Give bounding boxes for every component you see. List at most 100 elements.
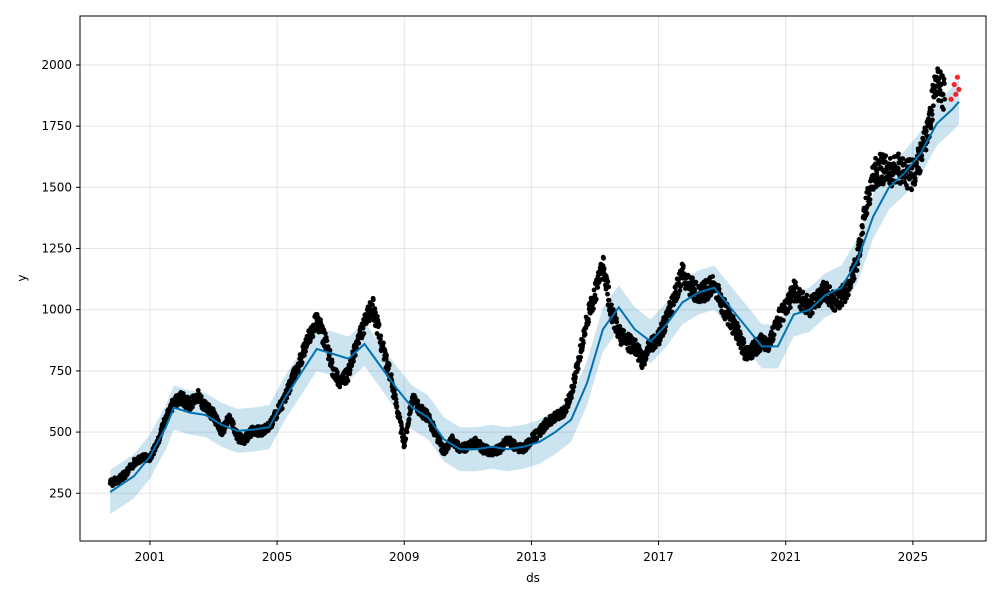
- observed-point: [563, 408, 569, 414]
- observed-point: [601, 265, 607, 271]
- observed-point: [867, 197, 873, 203]
- y-tick-label: 2000: [41, 58, 72, 72]
- observed-point: [372, 306, 378, 312]
- x-tick-label: 2025: [898, 550, 929, 564]
- observed-point: [793, 280, 798, 285]
- observed-point: [860, 230, 866, 236]
- observed-point: [766, 346, 772, 352]
- observed-point: [929, 112, 935, 117]
- observed-point: [580, 340, 586, 346]
- observed-point: [592, 292, 598, 298]
- observed-point: [677, 288, 683, 293]
- observed-point: [329, 359, 335, 365]
- observed-point: [572, 379, 578, 385]
- y-tick-label: 1750: [41, 119, 72, 133]
- observed-point: [381, 340, 386, 346]
- observed-point: [337, 384, 343, 390]
- observed-point: [351, 358, 356, 364]
- forecast-points: [948, 74, 962, 102]
- observed-point: [406, 416, 412, 422]
- observed-point: [345, 378, 351, 384]
- uncertainty-band-area: [110, 79, 959, 515]
- x-axis-ticks: 2001 2005 2009 2013 2017 2021 2025: [135, 541, 928, 564]
- observed-point: [923, 147, 929, 153]
- y-tick-label: 1250: [41, 242, 72, 256]
- observed-point: [887, 155, 893, 161]
- forecast-point: [948, 96, 954, 102]
- x-tick-label: 2001: [135, 550, 166, 564]
- y-axis-title: y: [15, 274, 29, 281]
- observed-point: [693, 279, 699, 285]
- observed-point: [917, 168, 923, 174]
- plot-frame: [79, 15, 987, 542]
- y-tick-label: 250: [49, 486, 72, 500]
- observed-point: [408, 407, 414, 413]
- observed-point: [570, 388, 576, 394]
- observed-point: [230, 421, 236, 427]
- trend-line-path: [109, 101, 960, 493]
- observed-point: [621, 328, 627, 334]
- observed-point: [692, 287, 698, 293]
- observed-point: [301, 352, 307, 358]
- observed-point: [710, 274, 716, 279]
- observed-point: [895, 166, 901, 172]
- observed-point: [642, 361, 647, 367]
- observed-point: [671, 302, 676, 308]
- x-tick-label: 2009: [389, 550, 420, 564]
- observed-point: [296, 368, 301, 373]
- observed-point: [937, 87, 943, 93]
- y-axis-ticks: 250 500 750 1000 1250 1500 1750 2000: [41, 58, 80, 500]
- observed-point: [393, 396, 399, 402]
- observed-point: [392, 392, 398, 398]
- observed-point: [930, 103, 936, 109]
- observed-point: [402, 443, 407, 449]
- observed-point: [404, 429, 410, 435]
- observed-point: [662, 328, 668, 333]
- observed-point: [537, 433, 543, 438]
- y-tick-label: 500: [49, 425, 72, 439]
- observed-point: [595, 285, 601, 290]
- y-tick-label: 1500: [41, 180, 72, 194]
- observed-point: [643, 356, 649, 362]
- observed-point: [578, 354, 584, 360]
- observed-point: [883, 153, 889, 159]
- observed-point: [279, 406, 285, 411]
- observed-point: [941, 76, 947, 82]
- observed-point: [930, 117, 935, 123]
- observed-point: [741, 340, 747, 345]
- observed-point: [571, 384, 577, 390]
- observed-point: [370, 297, 376, 303]
- observed-point: [591, 306, 596, 312]
- observed-point: [680, 263, 686, 269]
- y-tick-label: 750: [49, 364, 72, 378]
- observed-point: [534, 435, 540, 441]
- observed-point: [929, 108, 934, 113]
- observed-point: [569, 395, 574, 401]
- observed-point: [632, 337, 638, 343]
- observed-point: [824, 280, 830, 286]
- observed-point: [851, 276, 857, 281]
- observed-point: [198, 394, 204, 399]
- observed-point: [609, 302, 614, 308]
- observed-point: [399, 426, 405, 432]
- observed-point: [376, 322, 382, 328]
- observed-point: [678, 283, 683, 289]
- forecast-point: [953, 91, 959, 97]
- observed-point: [941, 106, 946, 112]
- observed-point: [860, 224, 865, 230]
- observed-point: [374, 331, 380, 336]
- observed-point: [771, 332, 777, 338]
- observed-point: [361, 331, 367, 336]
- observed-point: [614, 319, 620, 325]
- observed-point: [386, 362, 392, 368]
- observed-point: [901, 161, 907, 167]
- observed-point: [896, 151, 901, 157]
- observed-point: [593, 297, 599, 303]
- observed-point: [606, 284, 612, 290]
- observed-point: [879, 174, 885, 180]
- observed-point: [858, 238, 864, 244]
- y-tick-label: 1000: [41, 303, 72, 317]
- observed-point: [605, 291, 610, 297]
- observed-point: [601, 255, 606, 261]
- observed-point: [206, 402, 212, 408]
